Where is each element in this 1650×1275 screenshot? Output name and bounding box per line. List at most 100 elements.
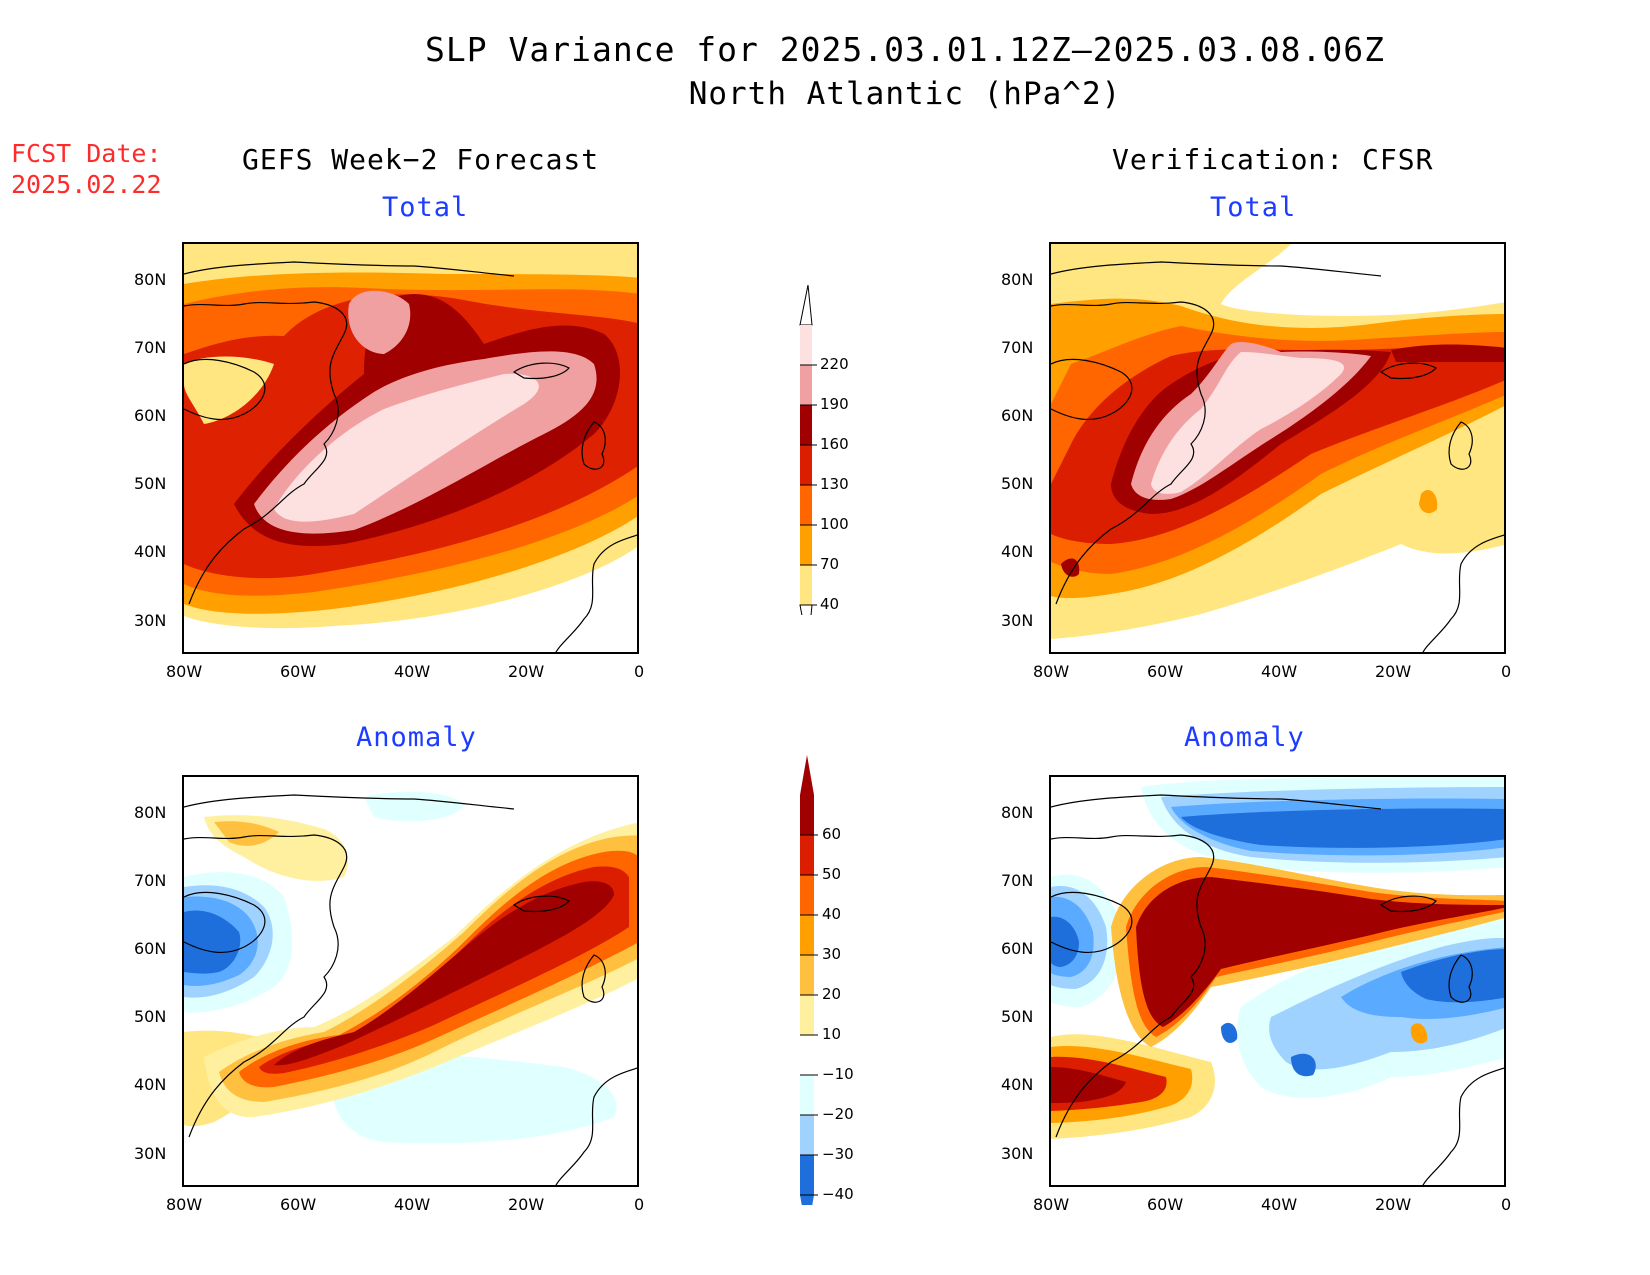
colorbar-swatch [800,525,812,565]
lat-label-40n: 40N [134,542,167,561]
lat-label-50n: 50N [134,1007,167,1026]
lon-label-40w: 40W [394,662,431,681]
colorbar-bottom-tip [799,604,813,615]
lat-label-70n: 70N [134,871,167,890]
total-colorbar: 220 190 160 130 100 70 40 [795,285,875,615]
verif-total-title: Total [1210,192,1297,223]
colorbar-swatch [800,445,812,485]
forecast-anomaly-map [182,775,639,1187]
colorbar-swatch [800,1115,814,1155]
lon-label-40w: 40W [1261,662,1298,681]
colorbar-level-label: 100 [820,515,849,533]
colorbar-swatch [800,405,812,445]
colorbar-level-label: 220 [820,355,849,373]
lat-label-30n: 30N [1001,1144,1034,1163]
lat-label-40n: 40N [134,1075,167,1094]
verif-anomaly-title: Anomaly [1184,722,1305,753]
colorbar-level-label: 190 [820,395,849,413]
colorbar-level-label: 40 [822,905,842,923]
lon-label-20w: 20W [1375,662,1412,681]
forecast-total-field [184,244,637,652]
colorbar-swatch [800,915,814,955]
main-title: SLP Variance for 2025.03.01.12Z–2025.03.… [425,30,1385,69]
forecast-column-header: GEFS Week−2 Forecast [242,143,600,176]
colorbar-top-arrow [800,755,814,795]
lon-label-80w: 80W [166,662,203,681]
colorbar-level-label: 30 [822,945,842,963]
forecast-date: FCST Date: 2025.02.22 [11,138,162,200]
colorbar-level-label: 50 [822,865,842,883]
colorbar-level-label: 40 [820,595,840,613]
lat-label-30n: 30N [134,1144,167,1163]
colorbar-swatch [800,1155,814,1195]
forecast-total-map [182,242,639,654]
colorbar-level-label: 20 [822,985,842,1003]
lat-label-50n: 50N [1001,1007,1034,1026]
lat-label-70n: 70N [134,338,167,357]
lat-label-70n: 70N [1001,338,1034,357]
colorbar-swatch [800,835,814,875]
verification-column-header: Verification: CFSR [1112,143,1434,176]
lat-label-30n: 30N [1001,611,1034,630]
lat-label-50n: 50N [1001,474,1034,493]
lon-label-80w: 80W [1033,662,1070,681]
lon-label-40w: 40W [1261,1195,1298,1214]
colorbar-swatch [799,1034,815,1076]
verif-total-map [1049,242,1506,654]
lat-label-40n: 40N [1001,1075,1034,1094]
anomaly-colorbar-swatches [799,755,818,1205]
lat-label-50n: 50N [134,474,167,493]
colorbar-level-label: 70 [820,555,840,573]
colorbar-swatch [800,955,814,995]
lon-label-20w: 20W [1375,1195,1412,1214]
colorbar-level-label: −20 [822,1105,854,1123]
lon-label-80w: 80W [166,1195,203,1214]
colorbar-level-label: 10 [822,1025,842,1043]
lat-label-80n: 80N [134,270,167,289]
colorbar-swatch [800,795,814,835]
colorbar-level-label: −40 [822,1185,854,1203]
lat-label-60n: 60N [1001,939,1034,958]
lat-label-60n: 60N [134,406,167,425]
colorbar-swatch [800,995,814,1035]
lat-label-80n: 80N [134,803,167,822]
lon-label-60w: 60W [1147,662,1184,681]
lon-label-0: 0 [1501,662,1512,681]
colorbar-level-label: 160 [820,435,849,453]
lat-label-60n: 60N [1001,406,1034,425]
lon-label-40w: 40W [394,1195,431,1214]
lat-label-60n: 60N [134,939,167,958]
total-colorbar-swatches [799,285,817,615]
forecast-date-value: 2025.02.22 [11,170,162,199]
colorbar-level-label: −30 [822,1145,854,1163]
lon-label-60w: 60W [280,662,317,681]
verif-total-field [1051,244,1504,652]
verif-anomaly-map [1049,775,1506,1187]
forecast-total-title: Total [382,192,469,223]
lon-label-0: 0 [634,662,645,681]
lat-label-40n: 40N [1001,542,1034,561]
forecast-anomaly-field [184,777,637,1185]
colorbar-swatch [800,325,812,365]
verif-anomaly-field [1051,777,1504,1185]
lon-label-60w: 60W [1147,1195,1184,1214]
colorbar-swatch [800,485,812,525]
anomaly-colorbar: 60 50 40 30 20 10 −10 −20 −30 −40 [795,755,875,1205]
main-subtitle: North Atlantic (hPa^2) [688,76,1122,112]
lon-label-20w: 20W [508,662,545,681]
colorbar-level-label: 60 [822,825,842,843]
colorbar-swatch [800,565,812,605]
colorbar-top-tip [799,285,813,326]
lat-label-80n: 80N [1001,270,1034,289]
lon-label-80w: 80W [1033,1195,1070,1214]
lat-label-70n: 70N [1001,871,1034,890]
colorbar-swatch [800,1075,814,1115]
lat-label-80n: 80N [1001,803,1034,822]
forecast-date-label: FCST Date: [11,139,162,168]
colorbar-bottom-arrow [800,1195,814,1205]
colorbar-level-label: −10 [822,1065,854,1083]
colorbar-level-label: 130 [820,475,849,493]
lat-label-30n: 30N [134,611,167,630]
lon-label-60w: 60W [280,1195,317,1214]
colorbar-swatch [800,875,814,915]
